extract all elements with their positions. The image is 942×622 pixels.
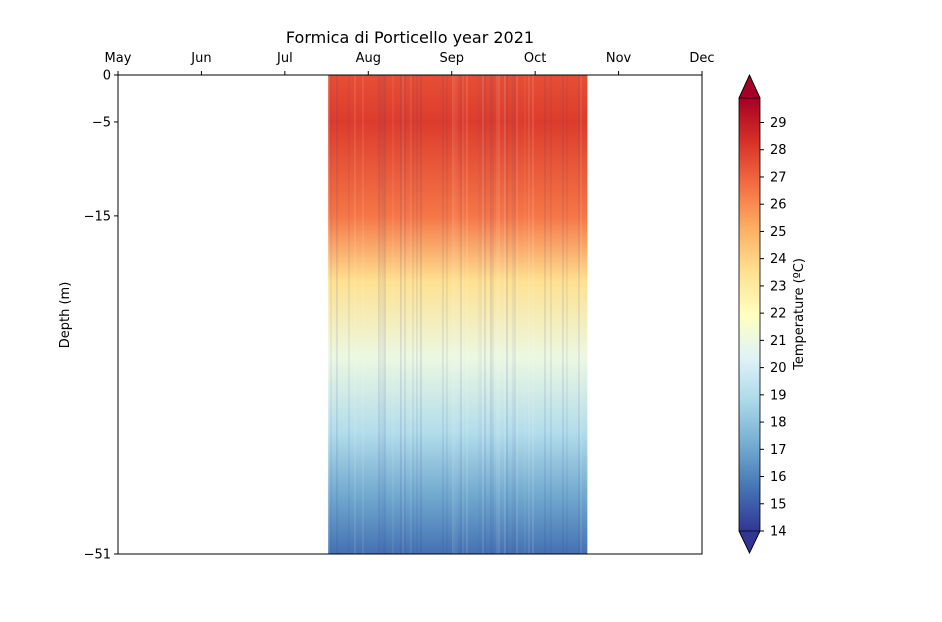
heatmap-stripe [452, 75, 454, 554]
heatmap-stripe [420, 75, 422, 554]
heatmap-stripe [348, 75, 350, 554]
heatmap-stripe [528, 75, 530, 554]
x-tick-label: Jun [190, 51, 211, 66]
heatmap [328, 75, 588, 554]
x-tick-label: Sep [439, 51, 464, 66]
colorbar-tick-label: 19 [770, 388, 787, 403]
x-tick-label: May [105, 51, 132, 66]
y-axis: 0 −5 −15 −51 [84, 69, 118, 563]
heatmap-stripe [378, 75, 380, 554]
colorbar-tick-label: 28 [770, 143, 787, 158]
heatmap-stripe [484, 75, 486, 554]
heatmap-stripe [566, 75, 568, 554]
colorbar-tick-label: 14 [770, 525, 787, 540]
y-tick-label: 0 [103, 69, 111, 84]
heatmap-stripe [402, 75, 404, 554]
heatmap-stripe [354, 75, 356, 554]
heatmap-stripe [544, 75, 546, 554]
colorbar-tick-label: 27 [770, 170, 787, 185]
colorbar-extend-top [738, 74, 761, 99]
heatmap-stripe [516, 75, 518, 554]
heatmap-stripe [580, 75, 582, 554]
colorbar-tick-label: 16 [770, 470, 787, 485]
heatmap-stripe [330, 75, 332, 554]
heatmap-stripe [392, 75, 394, 554]
colorbar-tick-label: 29 [770, 116, 787, 131]
colorbar-tick-label: 24 [770, 252, 787, 267]
heatmap-stripe [562, 75, 564, 554]
y-axis-label: Depth (m) [58, 282, 73, 349]
colorbar-tick-label: 25 [770, 225, 787, 240]
heatmap-field [328, 75, 588, 554]
heatmap-stripe [532, 75, 534, 554]
heatmap-stripe [442, 75, 444, 554]
colorbar-tick-label: 15 [770, 497, 787, 512]
colorbar-tick-label: 26 [770, 198, 787, 213]
x-tick-label: Jul [276, 51, 293, 66]
heatmap-stripe [380, 75, 382, 554]
colorbar-tick-label: 20 [770, 361, 787, 376]
heatmap-stripe [362, 75, 364, 554]
x-tick-label: Nov [606, 51, 632, 66]
heatmap-stripe [446, 75, 448, 554]
heatmap-stripe [498, 75, 500, 554]
heatmap-stripe [466, 75, 468, 554]
chart-title: Formica di Porticello year 2021 [286, 28, 534, 47]
heatmap-stripe [412, 75, 414, 554]
heatmap-stripe [382, 75, 384, 554]
heatmap-stripe [416, 75, 418, 554]
heatmap-stripe [482, 75, 484, 554]
heatmap-stripe [328, 75, 330, 554]
heatmap-stripe [578, 75, 580, 554]
heatmap-stripe [384, 75, 386, 554]
colorbar-outline [738, 74, 761, 554]
colorbar-tick-label: 22 [770, 307, 787, 322]
heatmap-stripe [478, 75, 480, 554]
heatmap-stripe [492, 75, 494, 554]
heatmap-stripe [550, 75, 552, 554]
x-tick-label: Oct [524, 51, 546, 66]
heatmap-stripe [504, 75, 506, 554]
heatmap-stripe [462, 75, 464, 554]
y-tick-label: −5 [92, 115, 111, 130]
heatmap-stripe [404, 75, 406, 554]
heatmap-stripe [514, 75, 516, 554]
colorbar-tick-label: 21 [770, 334, 787, 349]
colorbar-tick-label: 23 [770, 279, 787, 294]
plot-frame [117, 74, 703, 555]
heatmap-stripe [496, 75, 498, 554]
heatmap-stripe [512, 75, 514, 554]
colorbar-ticks: 14 15 16 17 18 19 20 21 22 23 24 25 26 27 28 29 [760, 116, 787, 540]
heatmap-stripe [454, 75, 456, 554]
heatmap-stripe [506, 75, 508, 554]
colorbar-extend-bottom [738, 530, 761, 554]
plot-area [117, 74, 703, 555]
x-tick-label: Dec [689, 51, 714, 66]
colorbar-tick-label: 17 [770, 443, 787, 458]
y-tick-label: −51 [84, 548, 111, 563]
x-tick-label: Aug [356, 51, 381, 66]
colorbar-tick-label: 18 [770, 416, 787, 431]
heatmap-stripe [410, 75, 412, 554]
heatmap-stripe [524, 75, 526, 554]
y-tick-label: −15 [84, 209, 111, 224]
heatmap-stripe [480, 75, 482, 554]
colorbar-body [739, 98, 760, 531]
colorbar-label: Temperature (ºC) [792, 258, 807, 371]
x-axis-top: May Jun Jul Aug Sep Oct Nov Dec [105, 51, 715, 75]
colorbar: 14 15 16 17 18 19 20 21 22 23 24 25 26 27 28 29 [738, 74, 787, 554]
heatmap-stripe [490, 75, 492, 554]
heatmap-stripe [336, 75, 338, 554]
heatmap-stripe [400, 75, 402, 554]
heatmap-stripe [456, 75, 458, 554]
heatmap-stripe [460, 75, 462, 554]
